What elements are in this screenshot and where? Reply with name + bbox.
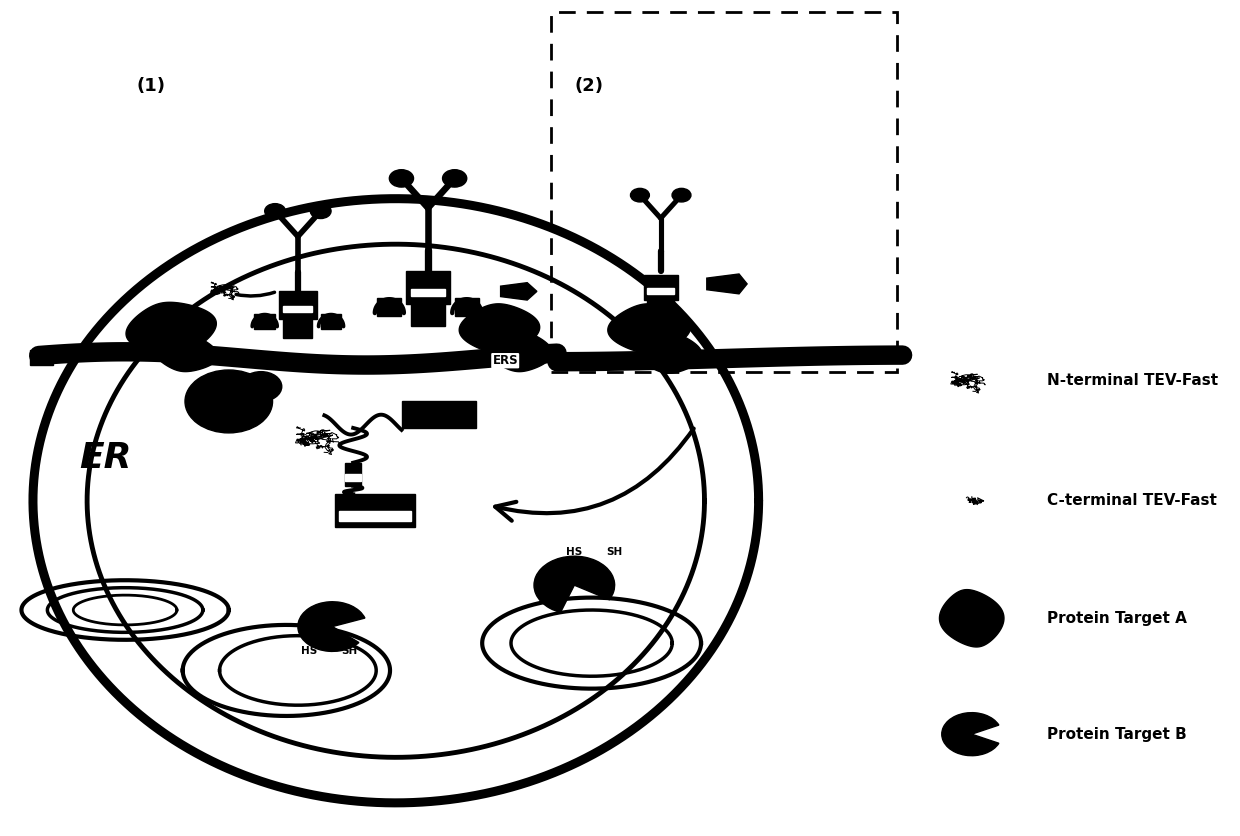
- Circle shape: [310, 204, 331, 218]
- Polygon shape: [459, 303, 539, 354]
- Text: HS: HS: [567, 547, 583, 557]
- Bar: [412, 302, 445, 326]
- Circle shape: [389, 170, 413, 187]
- Bar: [455, 298, 479, 316]
- Text: ER: ER: [79, 441, 131, 475]
- Text: Protein Target A: Protein Target A: [1047, 611, 1187, 626]
- Bar: [345, 462, 361, 486]
- Bar: [644, 275, 678, 300]
- Circle shape: [630, 188, 650, 202]
- Polygon shape: [637, 334, 702, 374]
- Text: C-terminal TEV-Fast: C-terminal TEV-Fast: [1047, 493, 1216, 508]
- FancyArrowPatch shape: [495, 429, 693, 521]
- Bar: [335, 494, 415, 528]
- Text: HS: HS: [301, 646, 317, 656]
- Text: (2): (2): [574, 77, 604, 95]
- Bar: [647, 298, 673, 318]
- Wedge shape: [941, 712, 999, 756]
- Bar: [340, 511, 410, 521]
- Bar: [254, 314, 275, 329]
- Bar: [345, 474, 361, 481]
- Polygon shape: [126, 303, 216, 355]
- Text: ERS: ERS: [492, 354, 518, 367]
- Circle shape: [241, 372, 281, 401]
- Wedge shape: [534, 556, 615, 613]
- Bar: [321, 314, 341, 329]
- Polygon shape: [608, 303, 691, 354]
- Bar: [377, 298, 402, 316]
- Text: (1): (1): [136, 77, 166, 95]
- Bar: [647, 288, 673, 293]
- Text: SH: SH: [341, 646, 358, 656]
- Text: SH: SH: [606, 547, 622, 557]
- Bar: [30, 350, 52, 365]
- Circle shape: [264, 204, 285, 218]
- Bar: [279, 291, 316, 319]
- Bar: [284, 317, 312, 338]
- Text: Protein Target B: Protein Target B: [1047, 726, 1187, 742]
- Bar: [402, 401, 476, 428]
- Bar: [284, 306, 312, 312]
- Circle shape: [672, 188, 691, 202]
- Polygon shape: [154, 335, 218, 371]
- Circle shape: [185, 370, 273, 433]
- Bar: [412, 288, 445, 296]
- Text: N-terminal TEV-Fast: N-terminal TEV-Fast: [1047, 373, 1218, 388]
- Wedge shape: [298, 602, 365, 651]
- Polygon shape: [501, 283, 537, 300]
- Polygon shape: [940, 589, 1004, 647]
- Bar: [407, 272, 450, 304]
- Polygon shape: [707, 274, 748, 293]
- Circle shape: [443, 170, 466, 187]
- Polygon shape: [489, 332, 552, 372]
